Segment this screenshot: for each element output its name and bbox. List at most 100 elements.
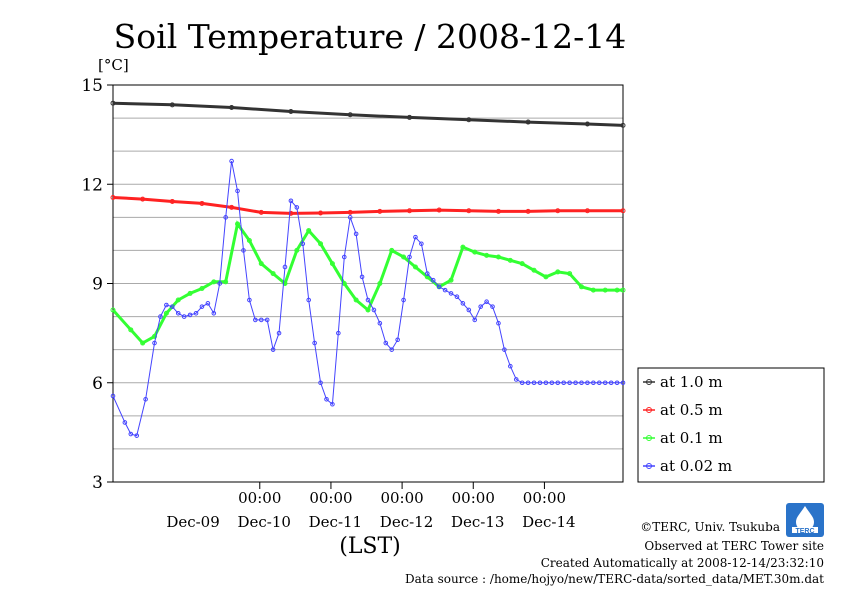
data-point — [110, 100, 116, 106]
series-at-0-02-m — [110, 158, 626, 438]
y-axis: 3 6 9 12 15 — [81, 76, 113, 493]
data-point — [484, 299, 489, 304]
data-point — [490, 304, 495, 309]
data-point — [134, 433, 140, 438]
data-point — [377, 208, 383, 214]
data-point — [318, 210, 324, 216]
data-point — [258, 317, 264, 323]
legend-entry: at 0.02 m — [660, 457, 732, 475]
data-point — [270, 271, 276, 277]
data-point — [140, 196, 146, 202]
grid-lines — [113, 117, 623, 450]
data-point — [425, 271, 430, 276]
data-point — [543, 274, 549, 280]
data-point — [336, 330, 341, 336]
created-text: Created Automatically at 2008-12-14/23:3… — [541, 556, 824, 570]
data-point — [495, 254, 501, 260]
data-point — [199, 200, 205, 206]
data-point — [543, 380, 549, 386]
data-point — [169, 102, 175, 108]
data-point — [466, 307, 472, 313]
data-point — [383, 340, 389, 346]
y-axis-unit-label: [°C] — [98, 56, 129, 74]
source-text: Data source : /home/hojyo/new/TERC-data/… — [405, 572, 824, 586]
data-point — [288, 198, 294, 204]
data-point — [513, 377, 519, 382]
data-point — [359, 274, 365, 280]
y-tick-label: 12 — [81, 175, 103, 195]
data-point — [549, 380, 555, 386]
data-point — [531, 267, 537, 273]
data-point — [318, 241, 324, 247]
data-point — [347, 209, 353, 215]
data-point — [143, 396, 148, 402]
data-point — [353, 297, 359, 303]
data-point — [306, 228, 312, 234]
data-point — [472, 249, 478, 255]
data-point — [158, 314, 163, 319]
data-point — [407, 254, 412, 260]
data-point — [407, 114, 413, 120]
series-at-0-1-m — [110, 220, 626, 346]
series-at-0-5-m — [110, 194, 626, 216]
y-tick-label: 9 — [92, 275, 103, 295]
data-point — [507, 257, 513, 263]
data-point — [241, 248, 246, 253]
data-point — [466, 208, 472, 214]
data-point — [602, 287, 608, 293]
data-point — [525, 208, 531, 214]
logo-text: TERC — [795, 528, 814, 535]
legend-entry: at 1.0 m — [660, 373, 723, 391]
data-point — [371, 307, 377, 313]
data-point — [312, 340, 317, 346]
data-point — [472, 317, 478, 323]
data-point — [329, 261, 335, 267]
data-point — [128, 327, 134, 333]
x-axis: 00:00 00:00 00:00 00:00 00:00 Dec-09 Dec-10 Dec… — [166, 482, 576, 531]
data-point — [573, 380, 578, 386]
data-point — [270, 347, 276, 352]
data-point — [454, 294, 460, 300]
data-point — [205, 301, 211, 306]
legend: at 1.0 m at 0.5 m at 0.1 m at 0.02 m — [637, 367, 825, 483]
data-point — [419, 241, 424, 247]
data-point — [555, 380, 561, 386]
data-point — [229, 158, 234, 164]
data-point — [235, 188, 240, 194]
data-point — [608, 380, 614, 386]
data-point — [401, 297, 406, 303]
data-point — [448, 277, 454, 283]
data-point — [596, 380, 602, 386]
drop-icon — [796, 506, 814, 531]
y-tick-label: 3 — [92, 473, 103, 493]
data-point — [555, 208, 561, 214]
data-point — [152, 333, 158, 339]
data-point — [211, 279, 217, 285]
data-point — [199, 285, 205, 291]
data-point — [170, 304, 175, 309]
data-point — [484, 252, 490, 258]
data-point — [413, 234, 418, 240]
data-point — [122, 420, 128, 425]
data-point — [199, 304, 205, 309]
data-point — [288, 210, 294, 216]
data-series — [110, 100, 626, 438]
data-point — [300, 241, 306, 247]
data-point — [246, 237, 252, 243]
data-point — [620, 208, 626, 214]
data-point — [347, 215, 353, 220]
logo-base — [792, 527, 818, 533]
terc-logo: TERC — [786, 503, 824, 537]
data-point — [584, 208, 590, 214]
data-point — [442, 287, 448, 293]
data-point — [187, 290, 193, 296]
series-line — [112, 161, 623, 437]
series-at-1-0-m — [110, 100, 626, 128]
y-tick-label: 6 — [92, 374, 103, 394]
series-line — [112, 196, 623, 215]
data-point — [175, 297, 181, 303]
data-point — [258, 209, 264, 215]
data-point — [389, 347, 395, 352]
data-point — [537, 380, 543, 386]
